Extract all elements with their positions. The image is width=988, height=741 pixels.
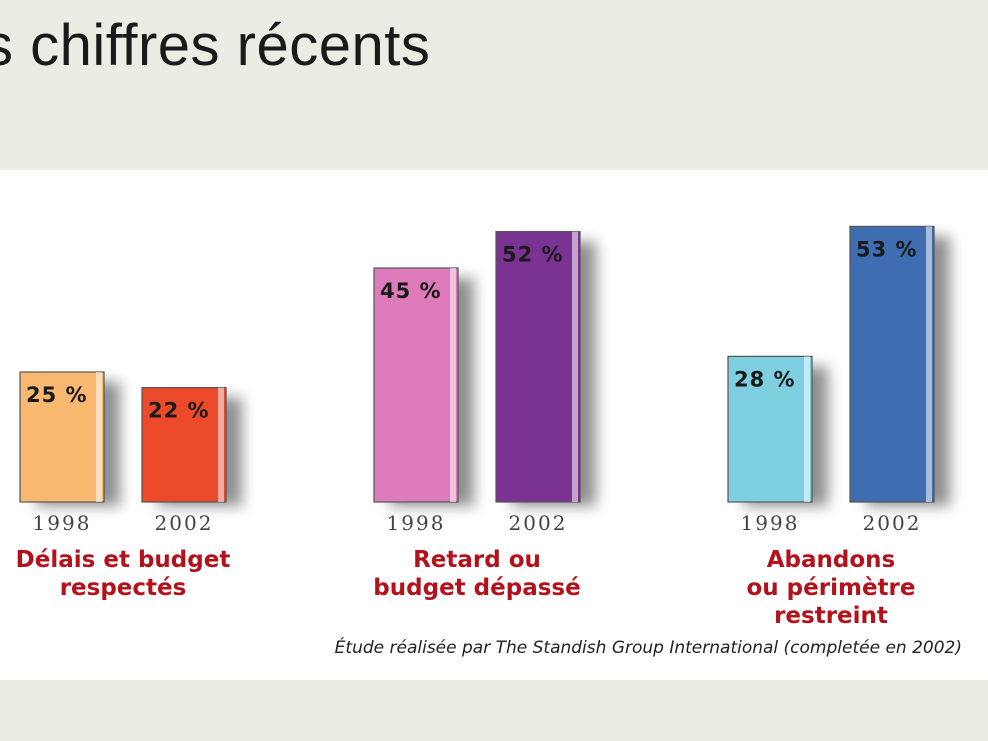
- category-label: Délais et budget: [16, 547, 231, 573]
- bar-value-label: 52 %: [502, 243, 564, 267]
- year-label: 1998: [387, 511, 446, 535]
- chart-panel: 25 % 1998 22 % 2002 Délais et budget respecté…: [0, 170, 988, 680]
- category-label: respectés: [60, 575, 187, 601]
- bar-1-1: [495, 230, 581, 503]
- bar-highlight: [96, 372, 102, 502]
- bar-value-label: 28 %: [734, 367, 796, 391]
- year-label: 2002: [863, 511, 922, 535]
- year-label: 2002: [155, 511, 214, 535]
- bar-value-label: 22 %: [148, 399, 210, 423]
- bar-0-0: [19, 371, 105, 503]
- bar-2-1: [849, 225, 935, 503]
- bar-value-label: 45 %: [380, 279, 442, 303]
- bar-highlight: [450, 268, 456, 502]
- bar-highlight: [926, 226, 932, 502]
- year-label: 1998: [33, 511, 92, 535]
- bar-highlight: [218, 387, 224, 502]
- chart-source-note: Étude réalisée par The Standish Group In…: [334, 638, 962, 658]
- bar-0-1: [141, 387, 227, 503]
- slide-title: s chiffres récents: [0, 13, 431, 78]
- bar-value-label: 53 %: [856, 237, 918, 261]
- category-label: Retard ou: [413, 547, 541, 573]
- bar-2-0: [727, 355, 813, 503]
- year-label: 1998: [741, 511, 800, 535]
- bar-value-label: 25 %: [26, 383, 88, 407]
- category-label: ou périmètre: [747, 575, 916, 601]
- year-label: 2002: [509, 511, 568, 535]
- category-label: restreint: [774, 603, 888, 629]
- category-label: Abandons: [767, 547, 896, 573]
- category-label: budget dépassé: [373, 575, 580, 601]
- bar-chart: 25 % 1998 22 % 2002 Délais et budgetrespecté…: [16, 225, 950, 629]
- bar-1-0: [373, 267, 459, 503]
- bar-highlight: [572, 231, 578, 502]
- bar-highlight: [804, 356, 810, 502]
